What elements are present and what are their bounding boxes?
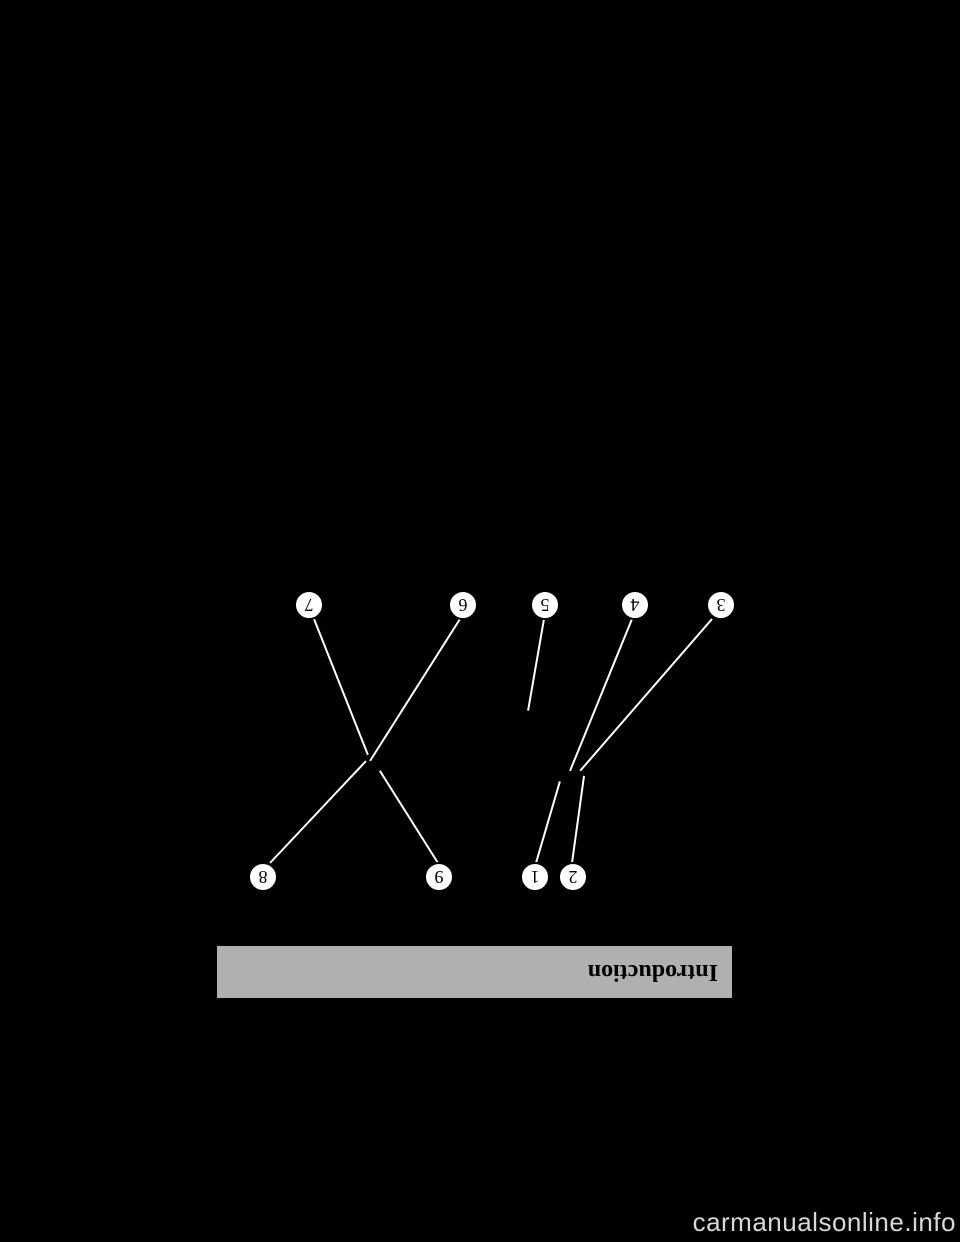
callout-number-3: 3 — [706, 590, 736, 620]
callout-line-6 — [369, 618, 461, 761]
callout-number-4: 4 — [620, 590, 650, 620]
callout-line-1 — [535, 781, 561, 864]
callout-number-5: 5 — [530, 590, 560, 620]
callout-line-7 — [313, 619, 369, 756]
callout-number-2: 2 — [558, 862, 588, 892]
callout-number-9: 9 — [424, 862, 454, 892]
callout-number-7: 7 — [294, 590, 324, 620]
callout-line-9 — [379, 770, 439, 863]
callout-line-5 — [527, 619, 545, 711]
section-header-text: Introduction — [588, 959, 718, 986]
watermark-text: carmanualsonline.info — [693, 1207, 956, 1238]
rotated-page: Introduction 12 3 4 5 6 7 8 9 — [0, 0, 960, 1242]
callout-number-8: 8 — [248, 862, 278, 892]
callout-line-8 — [269, 760, 366, 863]
callout-number-1: 1 — [520, 862, 550, 892]
section-header-bar: Introduction — [217, 946, 732, 998]
callout-diagram: 12 3 4 5 6 7 8 9 — [200, 582, 760, 912]
callout-line-4 — [569, 619, 633, 772]
callout-line-2 — [571, 776, 585, 863]
callout-number-6: 6 — [448, 590, 478, 620]
